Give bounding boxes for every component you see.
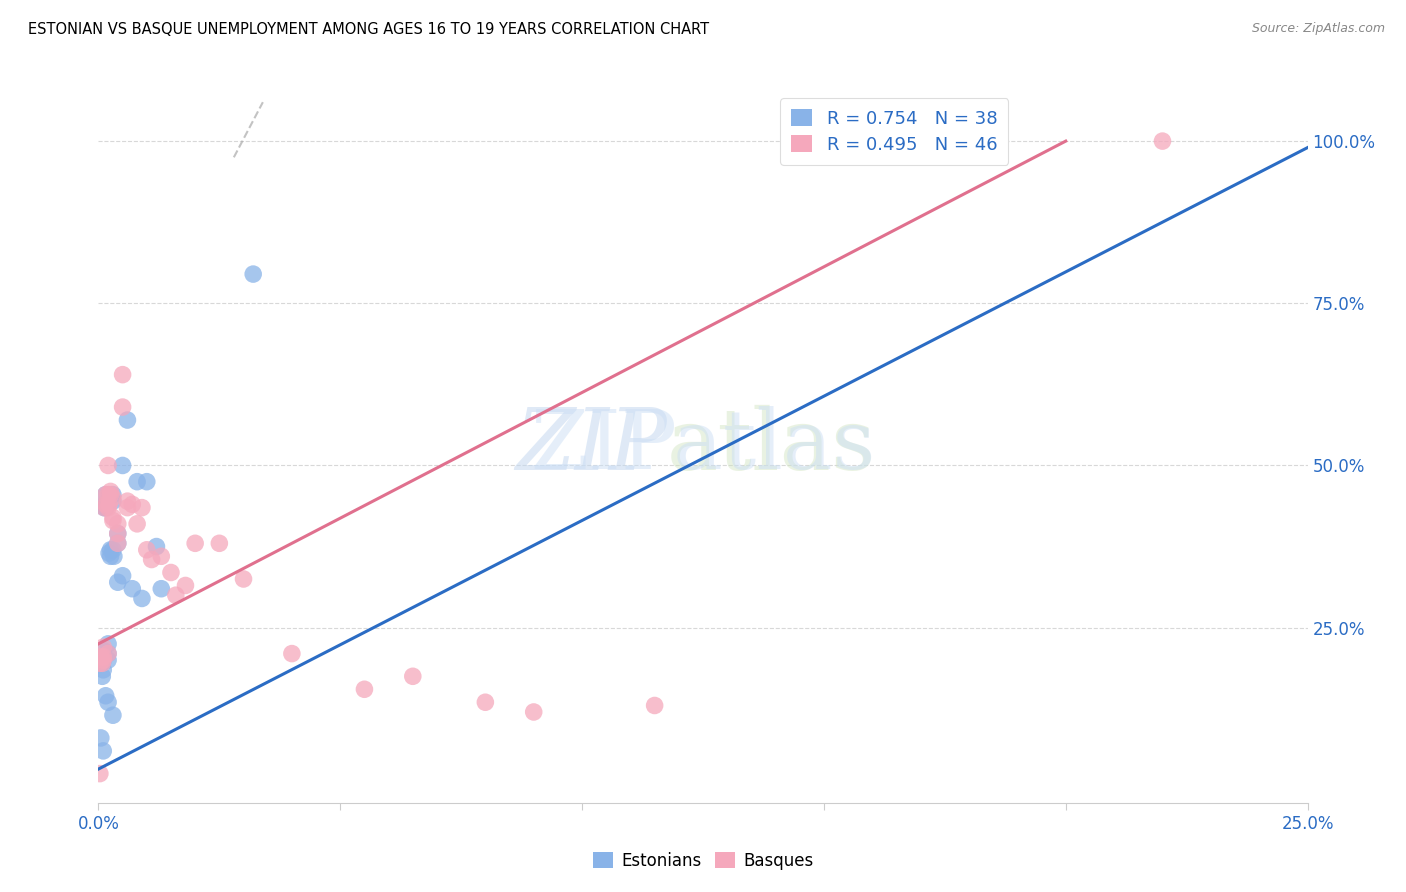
Point xyxy=(107,516,129,531)
Point xyxy=(121,497,143,511)
Point xyxy=(97,647,120,661)
Point xyxy=(103,549,125,564)
Point xyxy=(1152,134,1174,148)
Point xyxy=(98,497,121,511)
Point xyxy=(353,682,375,697)
Point xyxy=(97,637,120,651)
Point xyxy=(135,542,157,557)
Point xyxy=(97,647,120,661)
Point xyxy=(97,458,120,473)
Point xyxy=(90,657,112,671)
Point xyxy=(111,568,134,582)
Point xyxy=(474,695,496,709)
Text: ZIPatlas: ZIPatlas xyxy=(530,406,876,486)
Point xyxy=(101,510,124,524)
Point xyxy=(135,475,157,489)
Point xyxy=(89,657,111,671)
Point xyxy=(91,653,114,667)
Point xyxy=(100,488,122,502)
Point xyxy=(111,400,134,414)
Point xyxy=(91,744,114,758)
Point xyxy=(97,500,120,515)
Point xyxy=(94,497,117,511)
Point xyxy=(208,536,231,550)
Legend: Estonians, Basques: Estonians, Basques xyxy=(586,846,820,877)
Point xyxy=(91,669,114,683)
Point xyxy=(101,494,124,508)
Point xyxy=(91,643,114,657)
Point xyxy=(111,458,134,473)
Point xyxy=(121,582,143,596)
Point xyxy=(101,514,124,528)
Point xyxy=(90,649,112,664)
Point xyxy=(100,542,122,557)
Text: ZIP: ZIP xyxy=(515,405,666,487)
Point xyxy=(402,669,425,683)
Point xyxy=(111,368,134,382)
Point xyxy=(127,475,149,489)
Point xyxy=(101,491,124,505)
Point xyxy=(98,546,121,560)
Point xyxy=(89,766,111,780)
Point xyxy=(94,689,117,703)
Point xyxy=(91,640,114,654)
Text: Source: ZipAtlas.com: Source: ZipAtlas.com xyxy=(1251,22,1385,36)
Point xyxy=(242,267,264,281)
Point xyxy=(100,484,122,499)
Text: ESTONIAN VS BASQUE UNEMPLOYMENT AMONG AGES 16 TO 19 YEARS CORRELATION CHART: ESTONIAN VS BASQUE UNEMPLOYMENT AMONG AG… xyxy=(28,22,709,37)
Point xyxy=(131,591,153,606)
Point xyxy=(107,536,129,550)
Point xyxy=(107,526,129,541)
Point xyxy=(101,542,124,557)
Point xyxy=(523,705,546,719)
Point xyxy=(100,549,122,564)
Point xyxy=(160,566,183,580)
Point xyxy=(94,497,117,511)
Point xyxy=(107,526,129,541)
Point xyxy=(97,653,120,667)
Point xyxy=(101,488,124,502)
Y-axis label: Unemployment Among Ages 16 to 19 years: Unemployment Among Ages 16 to 19 years xyxy=(0,278,7,614)
Point xyxy=(94,500,117,515)
Point xyxy=(91,663,114,677)
Point xyxy=(117,494,139,508)
Point xyxy=(97,695,120,709)
Point xyxy=(93,500,115,515)
Point xyxy=(107,575,129,590)
Point xyxy=(232,572,254,586)
Point xyxy=(145,540,167,554)
Point xyxy=(107,536,129,550)
Point xyxy=(150,582,173,596)
Point xyxy=(91,657,114,671)
Point xyxy=(184,536,207,550)
Point xyxy=(117,500,139,515)
Point xyxy=(141,552,163,566)
Point xyxy=(165,588,187,602)
Point xyxy=(94,488,117,502)
Point xyxy=(174,578,197,592)
Point xyxy=(97,494,120,508)
Point xyxy=(281,647,304,661)
Point xyxy=(101,708,124,723)
Point xyxy=(644,698,666,713)
Point xyxy=(127,516,149,531)
Point xyxy=(150,549,173,564)
Point xyxy=(93,500,115,515)
Point xyxy=(91,653,114,667)
Point xyxy=(91,649,114,664)
Point xyxy=(97,488,120,502)
Point xyxy=(94,488,117,502)
Point xyxy=(90,731,112,745)
Text: atlas: atlas xyxy=(666,404,876,488)
Point xyxy=(131,500,153,515)
Point xyxy=(117,413,139,427)
